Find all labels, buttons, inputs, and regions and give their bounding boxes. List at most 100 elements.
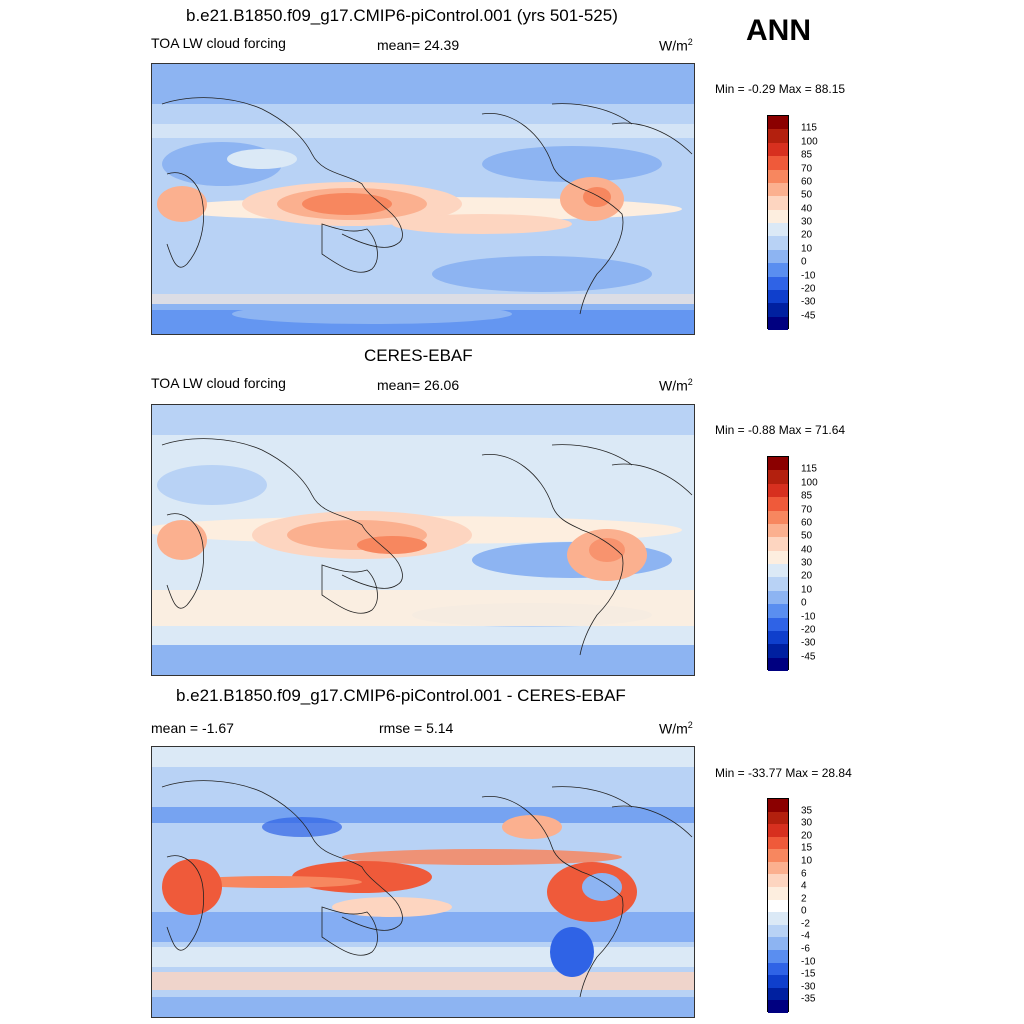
colorbar-tick-label: -2 [801, 918, 810, 930]
colorbar-tick-label: -20 [801, 624, 816, 636]
colorbar-swatch [768, 236, 788, 250]
colorbar-swatch [768, 630, 788, 645]
panel-2-colorbar [767, 456, 789, 671]
colorbar-tick-label: 40 [801, 544, 813, 556]
colorbar-tick-label: -45 [801, 310, 816, 322]
colorbar-tick-label: 6 [801, 868, 807, 880]
panel-2-map [151, 404, 695, 676]
colorbar-swatch [768, 510, 788, 524]
colorbar-tick-label: 10 [801, 584, 813, 596]
colorbar-tick-label: 50 [801, 189, 813, 201]
panel-3-unit-label: W/m2 [659, 720, 693, 737]
panel-1-title: b.e21.B1850.f09_g17.CMIP6-piControl.001 … [186, 6, 618, 25]
colorbar-tick-label: 20 [801, 570, 813, 582]
colorbar-tick-label: 15 [801, 842, 813, 854]
colorbar-swatch [768, 657, 788, 671]
colorbar-swatch [768, 799, 788, 812]
colorbar-swatch [768, 912, 788, 925]
colorbar-tick-label: 0 [801, 597, 807, 609]
colorbar-swatch [768, 975, 788, 988]
colorbar-tick-label: 35 [801, 805, 813, 817]
colorbar-tick-label: 70 [801, 504, 813, 515]
colorbar-tick-label: -35 [801, 993, 816, 1005]
colorbar-swatch [768, 811, 788, 825]
colorbar-swatch [768, 289, 788, 304]
colorbar-swatch [768, 276, 788, 290]
colorbar-tick-label: 30 [801, 216, 813, 228]
colorbar-tick-label: 10 [801, 855, 813, 867]
colorbar-tick-label: 60 [801, 517, 813, 529]
colorbar-swatch [768, 457, 788, 471]
colorbar-tick-label: 30 [801, 817, 813, 829]
colorbar-tick-label: -10 [801, 270, 816, 281]
panel-2-title: CERES-EBAF [364, 346, 473, 365]
colorbar-tick-label: 100 [801, 136, 818, 148]
colorbar-swatch [768, 899, 788, 913]
colorbar-swatch [768, 169, 788, 183]
colorbar-swatch [768, 949, 788, 963]
colorbar-swatch [768, 550, 788, 564]
colorbar-tick-label: 115 [801, 122, 817, 134]
colorbar-swatch [768, 263, 788, 277]
colorbar-swatch [768, 209, 788, 223]
colorbar-swatch [768, 617, 788, 631]
colorbar-swatch [768, 564, 788, 578]
colorbar-tick-label: 0 [801, 256, 807, 268]
colorbar-swatch [768, 523, 788, 538]
colorbar-tick-label: -4 [801, 930, 810, 942]
colorbar-tick-label: 20 [801, 229, 813, 241]
panel-1-colorbar [767, 115, 789, 330]
panel-3-rmse-label: rmse = 5.14 [379, 720, 454, 736]
panel-3-mean-label: mean = -1.67 [151, 720, 234, 736]
colorbar-swatch [768, 497, 788, 511]
colorbar-swatch [768, 987, 788, 1001]
colorbar-tick-label: 100 [801, 477, 818, 489]
colorbar-swatch [768, 577, 788, 591]
colorbar-tick-label: 70 [801, 163, 813, 174]
colorbar-tick-label: 85 [801, 490, 813, 502]
colorbar-tick-label: 10 [801, 243, 813, 255]
colorbar-tick-label: 20 [801, 830, 813, 842]
colorbar-tick-label: 0 [801, 905, 807, 917]
colorbar-swatch [768, 1000, 788, 1013]
colorbar-tick-label: 4 [801, 880, 807, 892]
colorbar-tick-label: 85 [801, 149, 813, 161]
colorbar-swatch [768, 249, 788, 264]
colorbar-tick-label: -10 [801, 611, 816, 622]
panel-2-variable-label: TOA LW cloud forcing [151, 375, 286, 391]
colorbar-swatch [768, 196, 788, 210]
colorbar-swatch [768, 849, 788, 862]
colorbar-tick-label: -30 [801, 981, 816, 993]
panel-1-minmax-label: Min = -0.29 Max = 88.15 [715, 82, 846, 96]
colorbar-swatch [768, 962, 788, 976]
colorbar-swatch [768, 182, 788, 197]
colorbar-swatch [768, 836, 788, 850]
panel-1-map [151, 63, 695, 335]
colorbar-tick-label: 30 [801, 557, 813, 569]
colorbar-swatch [768, 223, 788, 237]
colorbar-tick-label: -10 [801, 956, 816, 968]
colorbar-tick-label: 2 [801, 893, 807, 905]
panel-1-variable-label: TOA LW cloud forcing [151, 35, 286, 51]
colorbar-swatch [768, 861, 788, 875]
colorbar-swatch [768, 874, 788, 888]
season-label: ANN [746, 14, 811, 47]
colorbar-swatch [768, 483, 788, 498]
colorbar-swatch [768, 644, 788, 658]
colorbar-swatch [768, 116, 788, 130]
colorbar-swatch [768, 590, 788, 605]
colorbar-swatch [768, 470, 788, 484]
colorbar-tick-label: -20 [801, 283, 816, 295]
panel-2-mean-label: mean= 26.06 [377, 377, 460, 393]
panel-1-mean-label: mean= 24.39 [377, 37, 460, 53]
colorbar-swatch [768, 129, 788, 143]
colorbar-swatch [768, 824, 788, 837]
colorbar-swatch [768, 156, 788, 170]
colorbar-swatch [768, 937, 788, 950]
colorbar-tick-label: 115 [801, 463, 817, 475]
colorbar-tick-label: -6 [801, 943, 810, 955]
colorbar-swatch [768, 887, 788, 900]
panel-2-minmax-label: Min = -0.88 Max = 71.64 [715, 423, 846, 437]
colorbar-swatch [768, 142, 788, 157]
panel-3-map [151, 746, 695, 1018]
